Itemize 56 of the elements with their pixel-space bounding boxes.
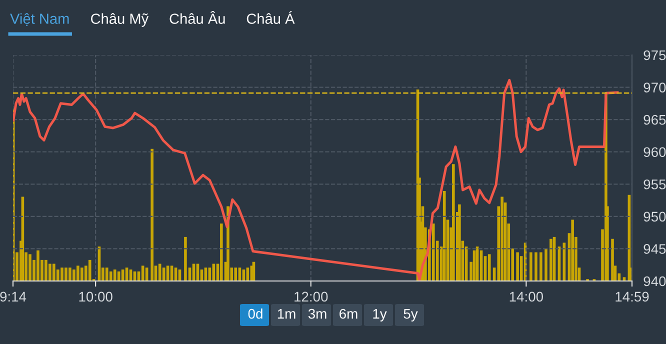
bar <box>488 254 491 281</box>
x-tick-label: 10:00 <box>79 292 112 302</box>
bar <box>88 260 92 281</box>
bar <box>44 260 48 281</box>
bar <box>534 252 538 281</box>
x-tick-label: 14:00 <box>510 292 544 302</box>
bar <box>516 252 519 281</box>
bar <box>571 220 574 281</box>
bar <box>184 236 187 281</box>
bar <box>550 238 552 281</box>
bar <box>76 266 80 281</box>
bar <box>105 268 108 281</box>
y-tick-label: 940 <box>644 276 666 286</box>
bar <box>80 268 84 281</box>
bar <box>52 264 56 281</box>
bar <box>530 252 532 281</box>
text: 6m <box>340 308 358 319</box>
bar <box>28 254 32 281</box>
y-tick-label: 970 <box>644 82 666 92</box>
bar <box>60 268 64 281</box>
text: Việt Nam <box>10 13 69 26</box>
bar <box>452 164 455 281</box>
bar <box>150 148 154 281</box>
y-tick-label: 965 <box>644 114 666 125</box>
x-tick-label: 14:59 <box>616 292 649 302</box>
text: 1m <box>278 309 296 319</box>
bar <box>48 264 52 281</box>
bar <box>432 224 435 281</box>
line-series <box>13 78 619 281</box>
text: Châu Mỹ <box>90 13 149 27</box>
text: 0d <box>248 308 262 319</box>
bar <box>544 248 548 281</box>
bar <box>72 270 76 281</box>
y-tick-label: 975 <box>644 50 666 60</box>
y-tick-label: 960 <box>644 147 666 158</box>
bar <box>234 268 238 281</box>
y-tick-label: 955 <box>644 179 666 190</box>
bar <box>36 250 40 281</box>
x-tick-label: 9:14 <box>0 292 26 302</box>
bar <box>611 238 614 281</box>
bar <box>64 268 68 281</box>
bar <box>500 196 504 281</box>
bar <box>68 268 72 281</box>
x-tick-label: 12:00 <box>294 292 328 302</box>
text: 5y <box>404 309 418 322</box>
text: 1y <box>373 309 387 322</box>
bar <box>442 190 446 281</box>
bar <box>109 271 112 281</box>
text: Châu Á <box>246 11 295 24</box>
bar <box>540 252 542 281</box>
text: 3m <box>308 308 326 319</box>
text: Châu Âu <box>170 11 225 24</box>
y-tick-label: 945 <box>644 244 666 254</box>
y-tick-label: 950 <box>644 212 666 222</box>
bar <box>220 224 223 281</box>
bar <box>458 204 461 281</box>
